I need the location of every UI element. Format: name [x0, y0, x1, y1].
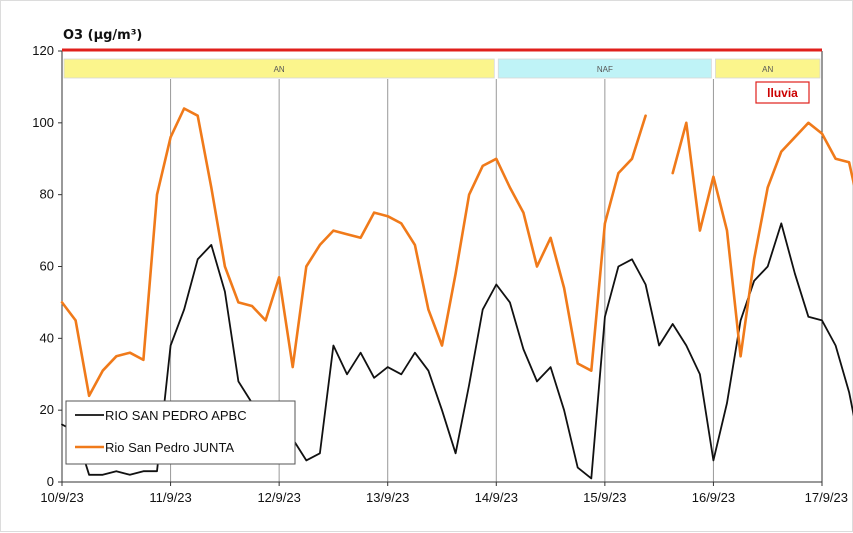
rain-label-box [755, 81, 810, 104]
series-line-1 [60, 107, 853, 398]
y-tick-label-0: 0 [47, 474, 54, 489]
series-line-0 [61, 222, 853, 480]
chart-title: O3 (µg/m³) [63, 28, 142, 43]
band-2 [715, 58, 821, 79]
rain-label: lluvia [767, 86, 798, 100]
x-tick-label-2: 12/9/23 [257, 490, 300, 505]
band-label-1: NAF [597, 65, 613, 74]
x-tick-label-5: 15/9/23 [583, 490, 626, 505]
axes: 0 20 40 60 80 100 120 10/9/23 11/9/23 12/9/23 13/9… [32, 43, 848, 505]
y-tick-label-20: 20 [40, 402, 54, 417]
x-tick-label-0: 10/9/23 [40, 490, 83, 505]
y-tick-label-40: 40 [40, 330, 54, 345]
y-tick-label-60: 60 [40, 259, 54, 274]
band-0 [63, 58, 495, 79]
x-tick-label-1: 11/9/23 [149, 490, 191, 505]
legend-box [65, 400, 296, 465]
band-label-0: AN [274, 65, 285, 74]
x-tick-label-7: 17/9/23 [805, 490, 848, 505]
series-lines [60, 107, 853, 480]
band-1 [497, 58, 712, 79]
x-tick-label-4: 14/9/23 [475, 490, 518, 505]
x-tick-label-6: 16/9/23 [692, 490, 735, 505]
y-tick-label-120: 120 [32, 43, 54, 58]
legend: RIO SAN PEDRO APBC Rio San Pedro JUNTA [65, 400, 296, 465]
legend-label-1: Rio San Pedro JUNTA [105, 440, 234, 455]
top-annotations: lluvia [62, 48, 822, 104]
air-mass-bands: AN NAF AN [63, 58, 821, 79]
y-tick-label-100: 100 [32, 115, 54, 130]
legend-label-0: RIO SAN PEDRO APBC [105, 408, 247, 423]
y-tick-label-80: 80 [40, 187, 54, 202]
band-label-2: AN [762, 65, 773, 74]
x-tick-label-3: 13/9/23 [366, 490, 409, 505]
